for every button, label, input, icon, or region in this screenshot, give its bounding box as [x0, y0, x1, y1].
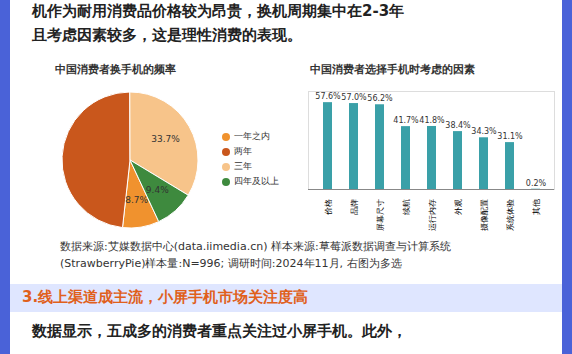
html-text:且考虑因素较多，这是理性消费的表现。: 且考虑因素较多，这是理性消费的表现。	[32, 26, 302, 44]
svg-text:33.7%: 33.7%	[151, 134, 180, 144]
html-text:中国消费者选择手机时考虑的因素: 中国消费者选择手机时考虑的因素	[310, 63, 475, 76]
html-text:一年之内: 一年之内	[234, 131, 270, 141]
svg-text:品牌: 品牌	[350, 199, 359, 215]
svg-text:57.0%: 57.0%	[341, 93, 367, 102]
html-text:四年及以上: 四年及以上	[234, 176, 279, 186]
html-text:两年: 两年	[234, 146, 252, 156]
svg-text:运行内存: 运行内存	[428, 199, 437, 231]
html-text:3.线上渠道成主流，小屏手机市场关注度高: 3.线上渠道成主流，小屏手机市场关注度高	[22, 288, 309, 306]
html-text:三年: 三年	[234, 161, 252, 171]
svg-text:56.2%: 56.2%	[367, 94, 393, 103]
svg-text:8.7%: 8.7%	[125, 195, 148, 205]
html-text:数据显示，五成多的消费者重点关注过小屏手机。此外，: 数据显示，五成多的消费者重点关注过小屏手机。此外，	[32, 322, 407, 340]
svg-text:屏幕尺寸: 屏幕尺寸	[376, 199, 385, 231]
svg-text:41.7%: 41.7%	[393, 116, 419, 125]
svg-text:34.3%: 34.3%	[471, 127, 497, 136]
svg-text:38.4%: 38.4%	[445, 121, 471, 130]
html-text:数据来源:艾媒数据中心(data.iimedia.cn) 样: 数据来源:艾媒数据中心(data.iimedia.cn) 样本来源:草莓派数据调…	[60, 240, 451, 270]
svg-text:57.6%: 57.6%	[315, 92, 341, 101]
svg-text:9.4%: 9.4%	[146, 185, 169, 195]
svg-text:摄像配置: 摄像配置	[480, 199, 489, 231]
svg-text:31.1%: 31.1%	[497, 132, 523, 141]
svg-text:外观: 外观	[454, 199, 463, 215]
svg-text:41.8%: 41.8%	[419, 116, 445, 125]
svg-text:续航: 续航	[402, 199, 411, 215]
html-text:中国消费者换手机的频率: 中国消费者换手机的频率	[55, 63, 176, 76]
svg-text:系统体验: 系统体验	[506, 199, 515, 231]
svg-text:0.2%: 0.2%	[526, 179, 547, 188]
svg-text:价格: 价格	[324, 199, 333, 216]
html-text:机作为耐用消费品价格较为昂贵，换机周期集中在2-3年: 机作为耐用消费品价格较为昂贵，换机周期集中在2-3年	[32, 2, 405, 20]
svg-text:其他: 其他	[532, 199, 541, 215]
